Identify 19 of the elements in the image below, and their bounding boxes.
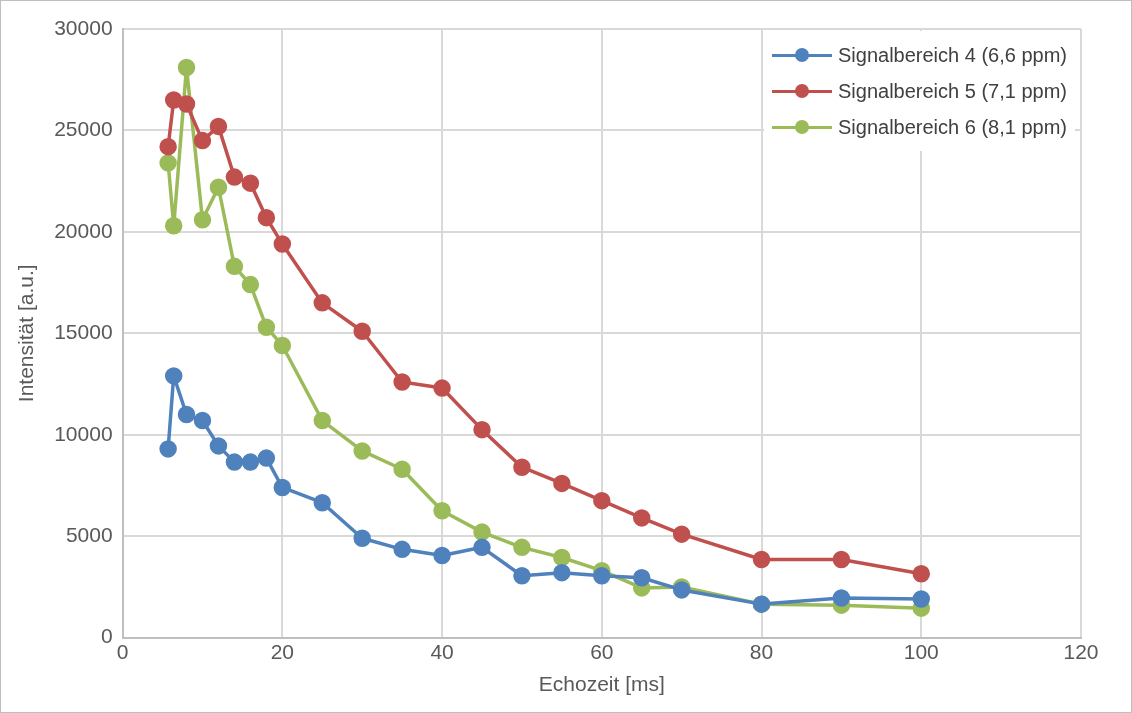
- y-tick-label: 30000: [54, 15, 113, 39]
- y-tick-label: 10000: [54, 421, 113, 445]
- x-tick-label: 40: [430, 640, 454, 663]
- x-axis-title: Echozeit [ms]: [538, 672, 665, 696]
- y-axis-title: Intensität [a.u.]: [14, 264, 38, 403]
- x-tick-label: 60: [590, 640, 614, 663]
- x-tick-label: 80: [749, 640, 774, 663]
- legend-label: Signalbereich 6 (8,1 ppm): [837, 115, 1067, 139]
- y-tick-label: 25000: [54, 117, 113, 141]
- x-tick-label: 100: [903, 640, 939, 663]
- x-tick-label: 120: [1063, 640, 1099, 663]
- y-tick-label: 15000: [54, 320, 113, 344]
- legend-label: Signalbereich 5 (7,1 ppm): [837, 79, 1067, 103]
- x-tick-label: 0: [116, 640, 129, 663]
- y-tick-label: 20000: [54, 218, 113, 242]
- legend-label: Signalbereich 4 (6,6 ppm): [837, 43, 1067, 67]
- y-tick-label: 0: [100, 624, 113, 648]
- y-tick-label: 5000: [65, 522, 113, 546]
- x-tick-label: 20: [270, 640, 295, 663]
